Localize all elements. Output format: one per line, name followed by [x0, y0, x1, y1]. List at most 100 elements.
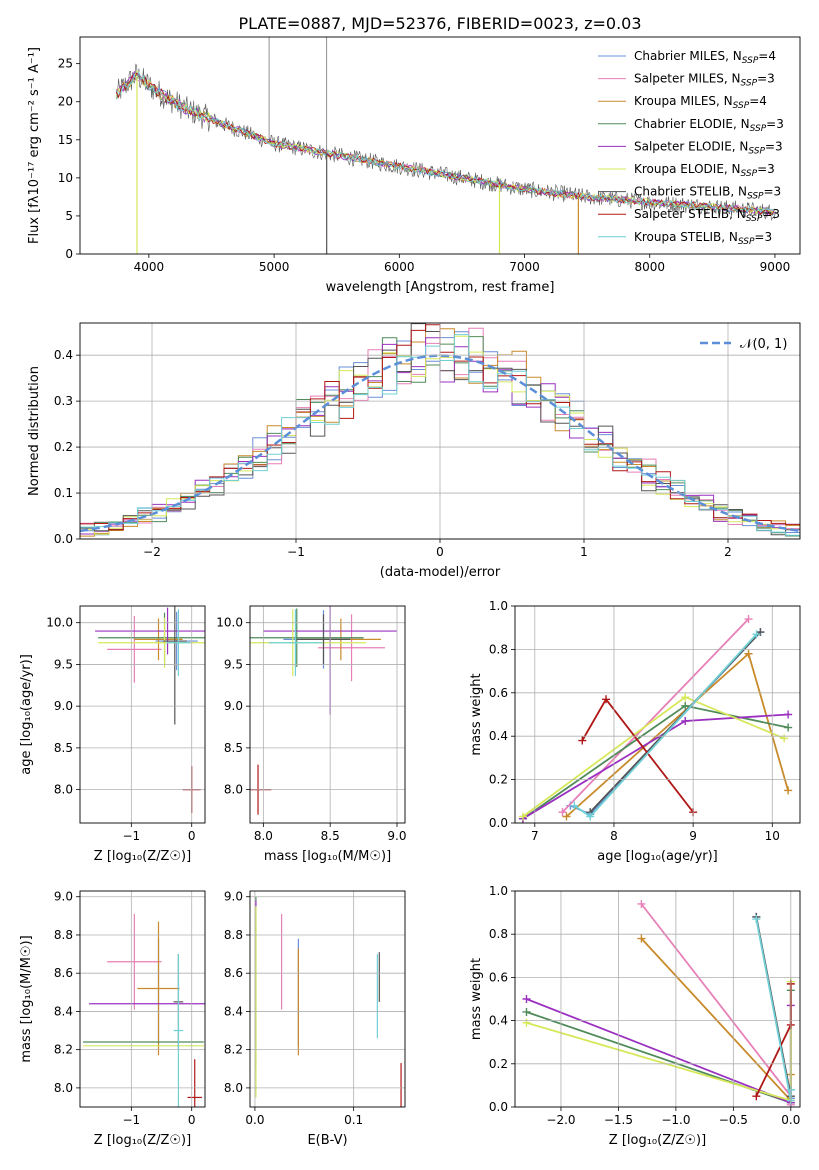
panel-mass-vs-z: −1 0 8.0 8.2 8.4 8.6 8.8 9.0 Z [log₁₀(Z/Z☉)] mass… — [19, 890, 206, 1148]
x-tick-label: 0 — [436, 545, 444, 559]
y-tick-label: 10 — [58, 171, 73, 185]
plot-area — [518, 615, 793, 823]
panel-age-vs-z: −1 0 8.0 8.5 9.0 9.5 10.0 Z [log₁₀(Z/Z☉)] age [l… — [19, 605, 206, 864]
weight-marker — [570, 801, 579, 810]
x-axis-label: age [log₁₀(age/yr)] — [597, 849, 718, 864]
axes-frame — [79, 605, 206, 824]
x-tick-label: 9 — [689, 829, 697, 843]
axes-frame — [249, 890, 406, 1108]
y-tick-label: 8.0 — [224, 1081, 243, 1095]
y-tick-label: 0.2 — [54, 440, 73, 454]
x-axis-label: E(B-V) — [307, 1133, 347, 1148]
y-tick-label: 9.0 — [224, 699, 243, 713]
x-tick-label: 9000 — [760, 260, 791, 274]
weight-marker — [522, 1007, 531, 1016]
y-tick-label: 8.2 — [224, 1043, 243, 1057]
y-tick-label: 10.0 — [46, 616, 73, 630]
y-tick-label: 0.3 — [54, 394, 73, 408]
weight-line — [522, 713, 789, 820]
x-tick-label: −0.5 — [719, 1113, 748, 1127]
x-tick-label: −1.5 — [604, 1113, 633, 1127]
y-tick-label: 0.2 — [489, 773, 508, 787]
axes-frame — [249, 605, 406, 824]
legend-entry: Chabrier MILES, NSSP=4 — [634, 49, 776, 66]
x-tick-label: 8.5 — [321, 829, 340, 843]
y-tick-label: 9.0 — [224, 890, 243, 904]
x-axis-label: Z [log₁₀(Z/Z☉)] — [94, 1133, 191, 1148]
y-axis-label: age [log₁₀(age/yr)] — [19, 654, 34, 775]
y-tick-label: 9.0 — [54, 890, 73, 904]
x-tick-label: −1.0 — [661, 1113, 690, 1127]
y-tick-label: 9.5 — [224, 657, 243, 671]
y-tick-label: 8.0 — [54, 1081, 73, 1095]
x-axis-label: (data-model)/error — [380, 565, 501, 580]
weight-marker — [518, 812, 527, 821]
legend-entry: Salpeter STELIB, NSSP=3 — [634, 207, 780, 224]
x-tick-label: 10 — [765, 829, 780, 843]
y-tick-label: 20 — [58, 95, 73, 109]
legend-entry: Kroupa STELIB, NSSP=3 — [634, 230, 772, 247]
y-tick-label: 5 — [65, 209, 73, 223]
legend-entry: 𝒩(0, 1) — [740, 337, 787, 352]
panel-mass-vs-ebv: 0.0 0.1 8.0 8.2 8.4 8.6 8.8 9.0 E(B-V) — [224, 890, 406, 1148]
legend-entry: Salpeter MILES, NSSP=3 — [634, 72, 775, 89]
weight-line — [573, 633, 758, 818]
y-axis-label: Flux [fλ10⁻¹⁷ erg cm⁻² s⁻¹ A⁻¹] — [27, 47, 42, 244]
weight-marker — [681, 701, 690, 710]
x-axis-label: Z [log₁₀(Z/Z☉)] — [94, 849, 191, 864]
weight-marker — [586, 812, 595, 821]
y-tick-label: 8.4 — [224, 1004, 243, 1018]
spectrum-line — [116, 63, 777, 221]
y-axis-label: mass weight — [469, 673, 484, 755]
weight-marker — [681, 693, 690, 702]
x-tick-label: −1 — [122, 1113, 140, 1127]
axes-frame — [514, 605, 801, 824]
y-tick-label: 0.8 — [489, 642, 508, 656]
legend-entry: Salpeter ELODIE, NSSP=3 — [634, 139, 783, 156]
weight-marker — [562, 812, 571, 821]
panel-residual-hist: −2 −1 0 1 2 0.0 0.1 0.2 0.3 0.4 (data-model)/error… — [27, 322, 801, 580]
x-tick-label: 8000 — [634, 260, 665, 274]
weight-marker — [522, 995, 531, 1003]
x-axis-label: Z [log₁₀(Z/Z☉)] — [609, 1133, 706, 1148]
weight-marker — [637, 899, 646, 908]
y-tick-label: 8.8 — [224, 928, 243, 942]
y-tick-label: 8.0 — [54, 783, 73, 797]
weight-line — [526, 998, 792, 1105]
x-tick-label: 1 — [580, 545, 588, 559]
y-tick-label: 25 — [58, 57, 73, 71]
y-tick-label: 1.0 — [489, 599, 508, 613]
y-tick-label: 8.0 — [224, 783, 243, 797]
weight-marker — [784, 786, 793, 795]
x-tick-label: 0 — [188, 1113, 196, 1127]
weight-marker — [780, 734, 789, 743]
x-tick-label: 7 — [531, 829, 539, 843]
y-tick-label: 0.0 — [54, 532, 73, 546]
x-tick-label: 6000 — [384, 260, 415, 274]
x-tick-label: 8 — [610, 829, 618, 843]
y-tick-label: 0.8 — [489, 927, 508, 941]
y-tick-label: 8.5 — [224, 741, 243, 755]
y-tick-label: 8.6 — [224, 966, 243, 980]
y-tick-label: 8.2 — [54, 1043, 73, 1057]
spectrum-line — [115, 70, 775, 213]
figure-title: PLATE=0887, MJD=52376, FIBERID=0023, z=0… — [238, 14, 641, 33]
axes-frame — [79, 322, 801, 540]
x-axis-label: mass [log₁₀(M/M☉)] — [264, 849, 391, 864]
plot-area — [83, 913, 205, 1107]
y-tick-label: 8.4 — [54, 1004, 73, 1018]
weight-marker — [784, 723, 793, 732]
weight-marker — [602, 695, 611, 704]
y-tick-label: 0.6 — [489, 970, 508, 984]
x-tick-label: 0.0 — [781, 1113, 800, 1127]
weight-marker — [752, 915, 761, 924]
panel-weight-vs-z: −2.0 −1.5 −1.0 −0.5 0.0 0.0 0.2 0.4 0.6 0.8 1.0 Z [… — [469, 884, 801, 1148]
y-tick-label: 8.8 — [54, 928, 73, 942]
x-tick-label: 0.0 — [245, 1113, 264, 1127]
spectrum-line — [115, 72, 775, 216]
y-tick-label: 8.6 — [54, 966, 73, 980]
y-tick-label: 9.0 — [54, 699, 73, 713]
x-tick-label: −1 — [122, 829, 140, 843]
weight-marker — [578, 736, 587, 745]
weight-line — [581, 697, 694, 813]
